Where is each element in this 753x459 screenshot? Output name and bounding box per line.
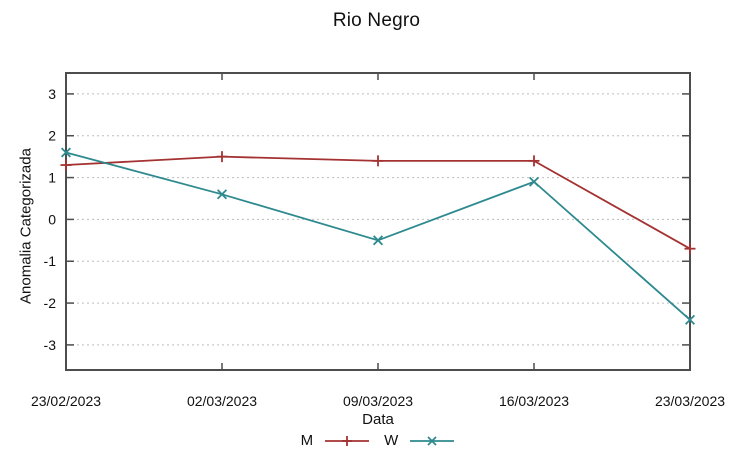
legend-label: M [300,432,314,449]
x-tick-label: 23/03/2023 [655,393,725,409]
data-point-marker [528,155,540,167]
data-point-marker [372,155,384,167]
legend-line-sample [325,435,370,446]
y-tick-label: 2 [48,128,56,144]
y-tick-label: -3 [44,337,57,353]
data-point-marker [372,235,384,246]
data-point-marker [342,435,353,446]
legend-label: W [384,432,399,449]
data-point-marker [684,243,696,255]
data-point-marker [216,189,228,200]
data-point-marker [427,435,437,446]
y-tick-label: 3 [48,86,56,102]
legend-line-sample [410,435,455,446]
data-point-marker [60,147,72,158]
data-point-marker [60,159,72,171]
x-axis-title: Data [362,411,394,428]
series-line-M [65,155,691,250]
y-tick-label: 1 [48,170,56,186]
y-tick-label: -2 [44,295,57,311]
legend-item-M: M [301,432,371,449]
chart-title: Rio Negro [332,10,421,31]
x-tick-label: 02/03/2023 [187,393,257,409]
x-tick-label: 23/02/2023 [31,393,101,409]
legend-item-W: W [384,432,455,449]
data-point-marker [216,151,228,163]
plot-border [65,72,691,371]
data-point-marker [684,314,696,325]
data-point-marker [528,176,540,187]
x-tick-label: 16/03/2023 [499,393,569,409]
x-tick-label: 09/03/2023 [343,393,413,409]
y-tick-label: -1 [44,253,57,269]
y-tick-label: 0 [48,211,56,227]
